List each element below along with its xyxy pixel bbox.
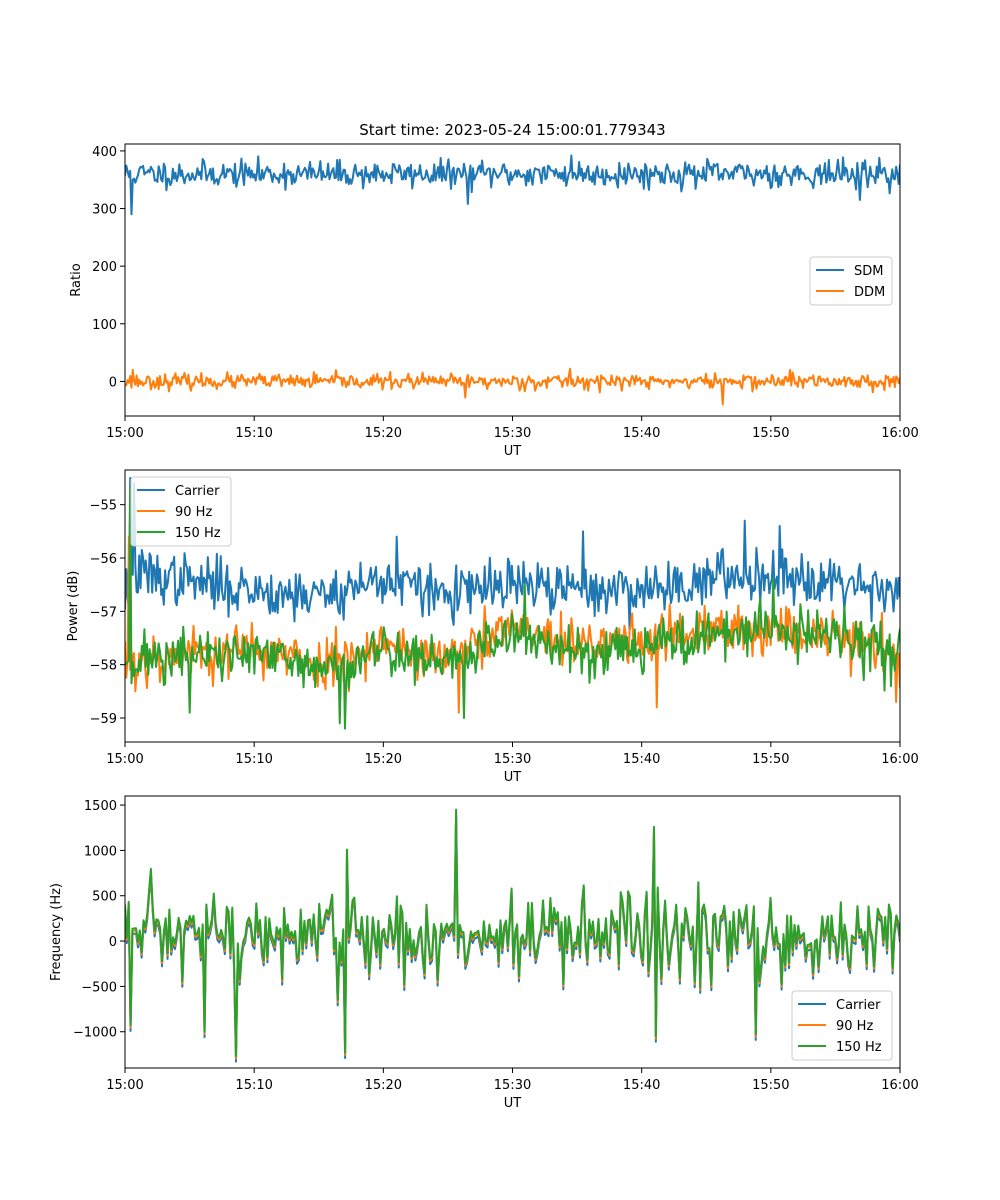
x-tick-label: 15:10 xyxy=(235,426,272,441)
legend-entry: 150 Hz xyxy=(175,526,221,541)
y-tick-label: −1000 xyxy=(73,1026,117,1041)
x-tick-label: 15:30 xyxy=(494,752,531,767)
legend-entry: 90 Hz xyxy=(175,505,212,520)
y-tick-label: 400 xyxy=(92,145,117,160)
x-tick-label: 15:00 xyxy=(106,1078,143,1093)
legend: Carrier 90 Hz 150 Hz xyxy=(130,476,232,547)
x-tick-label: 15:10 xyxy=(235,1078,272,1093)
legend-entry: Carrier xyxy=(836,998,881,1013)
y-tick-label: 1000 xyxy=(84,844,117,859)
x-tick-label: 15:00 xyxy=(106,752,143,767)
x-tick-label: 16:00 xyxy=(881,426,918,441)
x-tick-label: 15:50 xyxy=(752,752,789,767)
legend-entry: 90 Hz xyxy=(836,1019,873,1034)
legend-entry: 150 Hz xyxy=(836,1040,882,1055)
x-tick-label: 15:50 xyxy=(752,426,789,441)
x-axis-label: UT xyxy=(504,770,522,785)
x-tick-label: 15:40 xyxy=(623,752,660,767)
legend: Carrier 90 Hz 150 Hz xyxy=(791,990,893,1061)
series-line-sdm xyxy=(125,154,900,216)
legend-entry: Carrier xyxy=(175,484,220,499)
legend-box xyxy=(130,476,232,547)
y-tick-label: −58 xyxy=(90,659,117,674)
figure-title: Start time: 2023-05-24 15:00:01.779343 xyxy=(359,121,665,139)
power-subplot: 15:00 15:10 15:20 15:30 15:40 15:50 16:00 −59 −5… xyxy=(66,469,919,785)
y-axis-label: Power (dB) xyxy=(66,571,81,642)
x-axis-label: UT xyxy=(504,1096,522,1111)
y-tick-label: 0 xyxy=(109,935,117,950)
series-line-150-hz xyxy=(125,808,900,1058)
y-tick-label: 300 xyxy=(92,203,117,218)
legend: SDM DDM xyxy=(809,256,893,306)
y-axis-label: Ratio xyxy=(69,263,84,296)
y-tick-label: 200 xyxy=(92,260,117,275)
x-axis-label: UT xyxy=(504,444,522,459)
y-tick-label: −56 xyxy=(90,552,117,567)
frequency-subplot: 15:00 15:10 15:20 15:30 15:40 15:50 16:00 −1000… xyxy=(49,795,919,1111)
y-axis-label: Frequency (Hz) xyxy=(49,883,64,981)
y-tick-label: −500 xyxy=(81,980,117,995)
x-tick-label: 15:40 xyxy=(623,426,660,441)
y-tick-label: 0 xyxy=(109,375,117,390)
x-tick-label: 15:20 xyxy=(365,752,402,767)
y-tick-label: 100 xyxy=(92,318,117,333)
series-line-carrier xyxy=(125,477,900,631)
x-tick-label: 15:20 xyxy=(365,426,402,441)
series-line-150-hz xyxy=(125,487,900,730)
x-tick-label: 16:00 xyxy=(881,1078,918,1093)
x-tick-label: 15:40 xyxy=(623,1078,660,1093)
x-tick-label: 15:50 xyxy=(752,1078,789,1093)
y-tick-label: −55 xyxy=(90,499,117,514)
y-tick-label: −57 xyxy=(90,605,117,620)
x-tick-label: 15:20 xyxy=(365,1078,402,1093)
series-line-ddm xyxy=(125,367,900,406)
x-tick-label: 15:10 xyxy=(235,752,272,767)
ratio-subplot: 15:00 15:10 15:20 15:30 15:40 15:50 16:00 0 100 2… xyxy=(69,143,919,459)
x-tick-label: 15:30 xyxy=(494,1078,531,1093)
x-tick-label: 15:30 xyxy=(494,426,531,441)
legend-entry: SDM xyxy=(854,264,883,279)
legend-entry: DDM xyxy=(854,285,885,300)
y-tick-label: −59 xyxy=(90,712,117,727)
x-tick-label: 16:00 xyxy=(881,752,918,767)
y-tick-label: 1500 xyxy=(84,799,117,814)
x-tick-label: 15:00 xyxy=(106,426,143,441)
y-tick-label: 500 xyxy=(92,890,117,905)
legend-box xyxy=(791,990,893,1061)
